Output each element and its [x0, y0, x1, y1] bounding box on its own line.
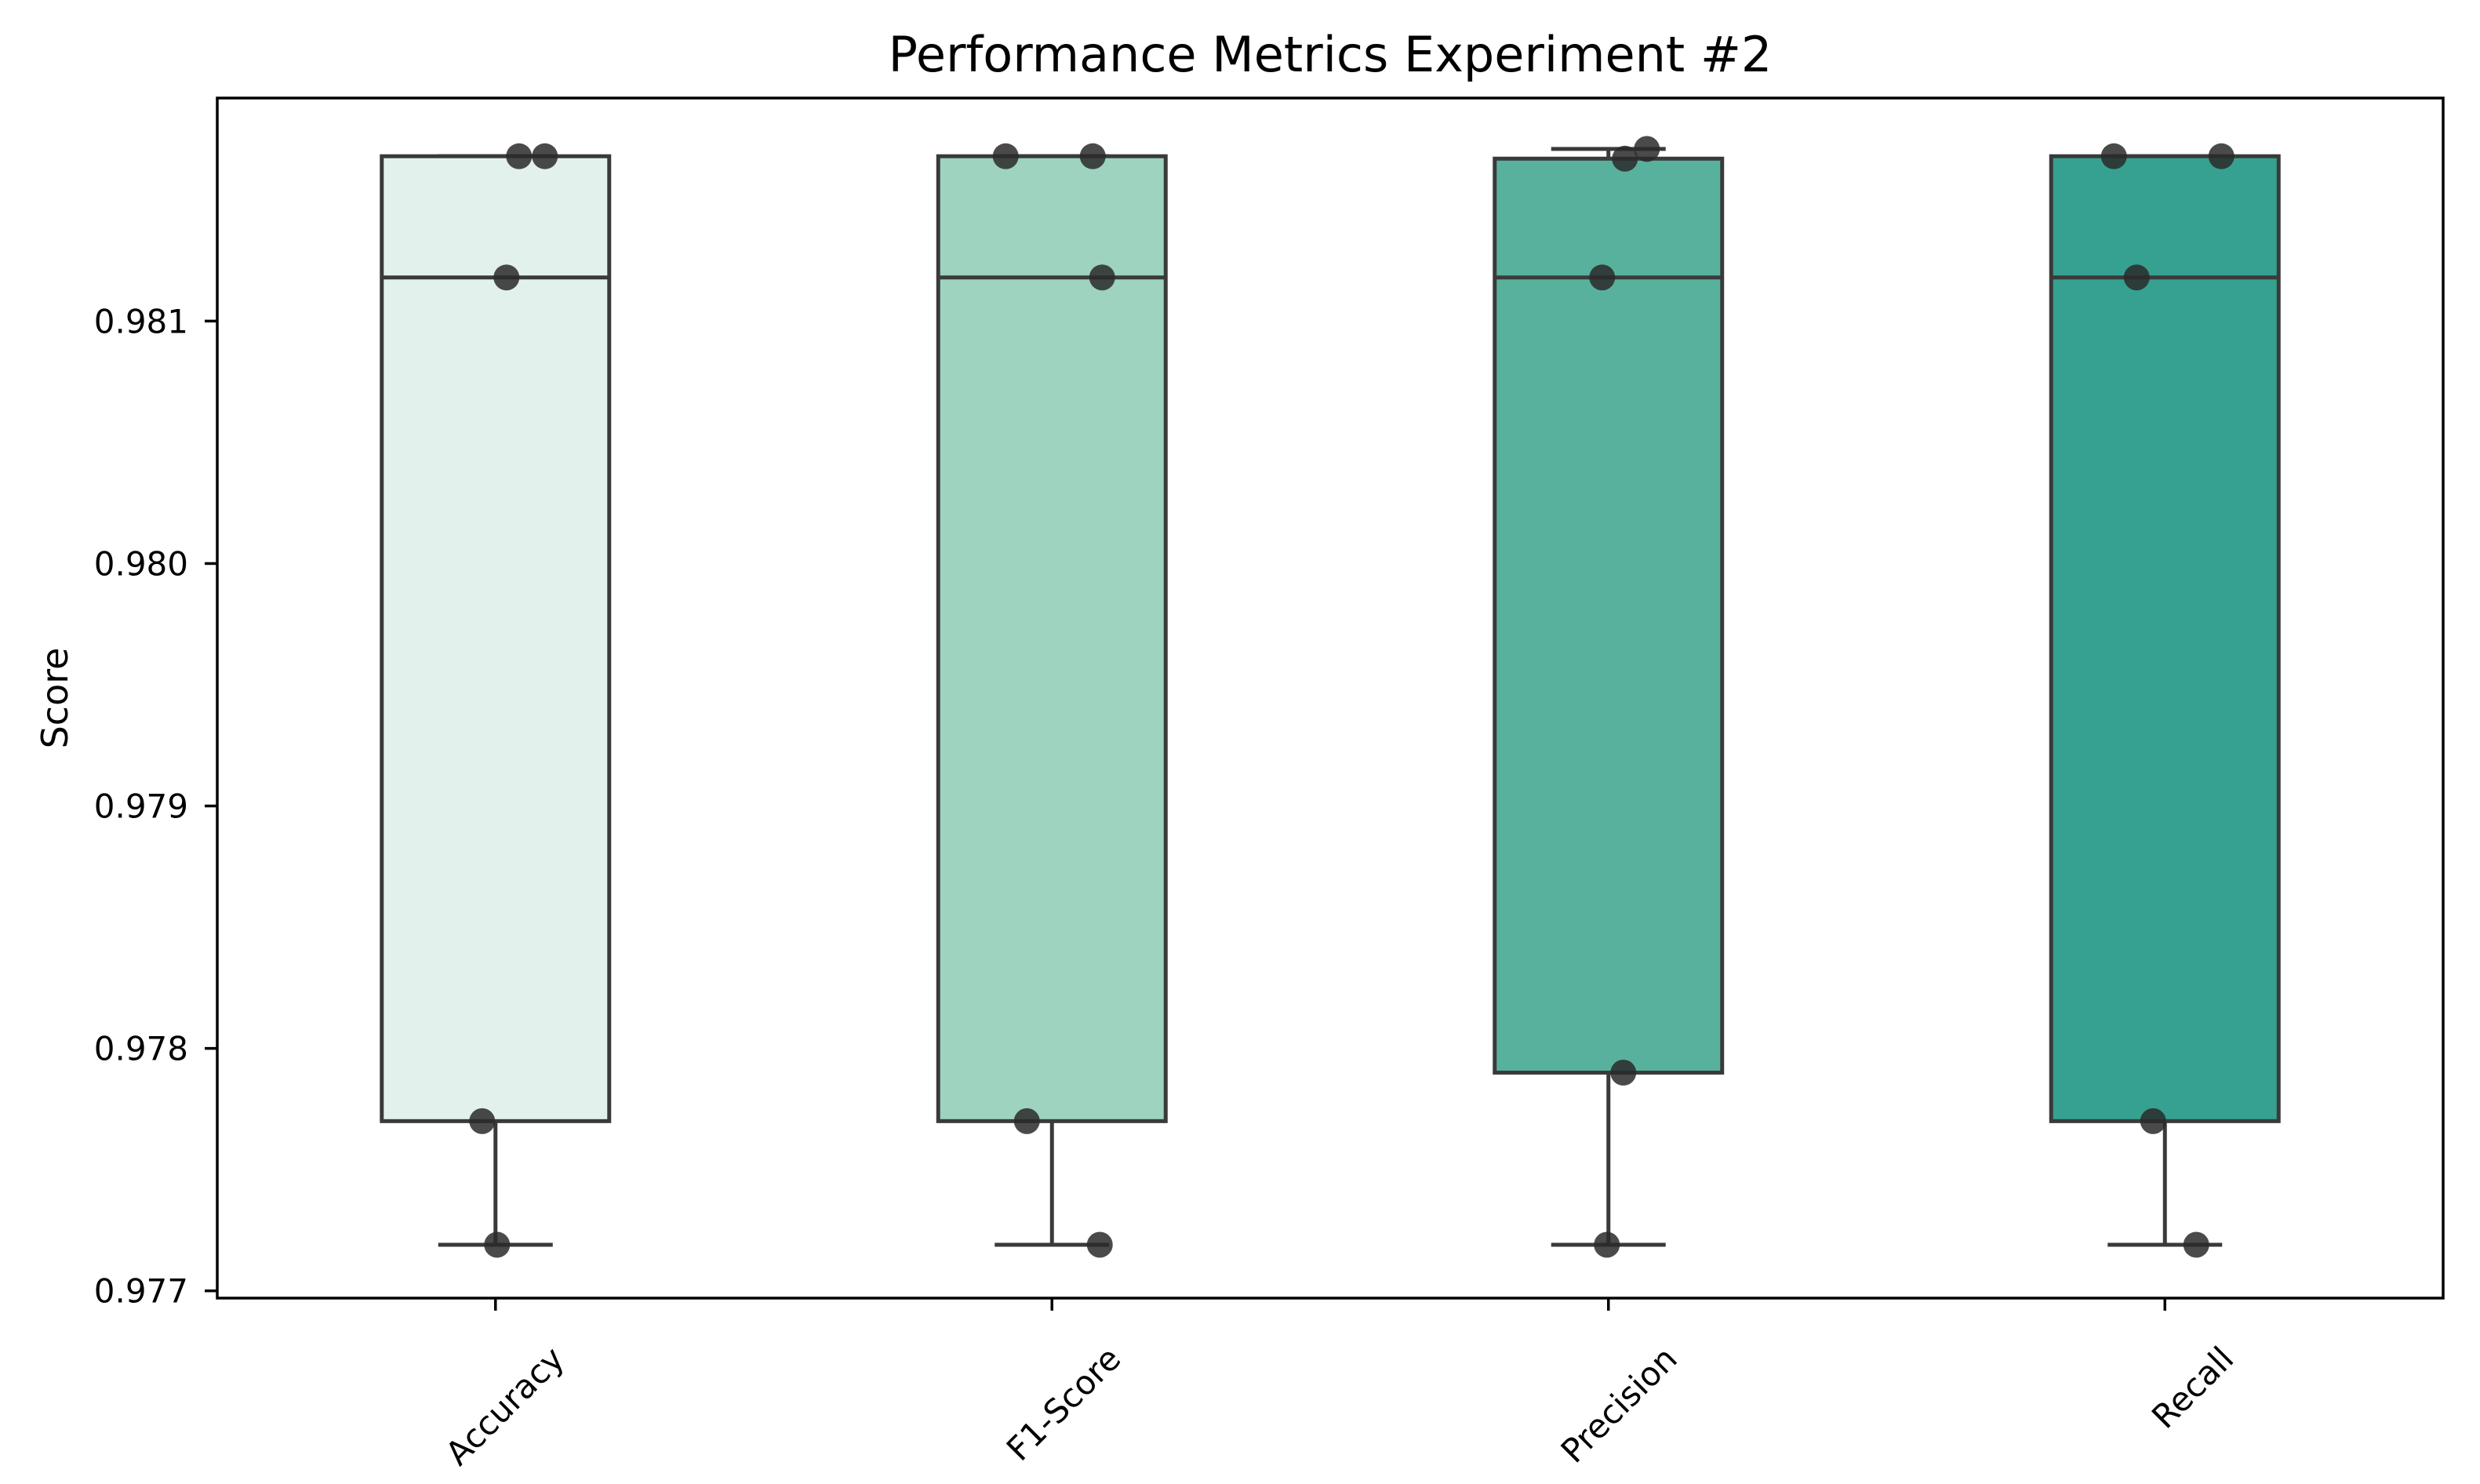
data-point-recall	[2140, 1108, 2166, 1134]
x-tick-label: Precision	[1554, 1339, 1685, 1470]
box-recall	[2049, 154, 2281, 1123]
data-point-precision	[1610, 1060, 1637, 1086]
data-point-precision	[1594, 1231, 1620, 1258]
data-point-accuracy	[469, 1108, 496, 1134]
data-point-recall	[2100, 143, 2127, 169]
y-tick-label: 0.979	[94, 787, 188, 826]
y-tick-label: 0.980	[94, 544, 188, 583]
data-point-accuracy	[532, 143, 558, 169]
data-point-precision	[1612, 145, 1638, 172]
box-f1-score	[936, 154, 1168, 1123]
chart-title: Performance Metrics Experiment #2	[888, 26, 1773, 83]
data-point-f1-score	[1086, 1231, 1113, 1258]
x-tick-label: Accuracy	[438, 1339, 572, 1472]
y-tick-label: 0.981	[94, 302, 188, 340]
data-point-recall	[2183, 1231, 2209, 1258]
data-point-f1-score	[992, 143, 1019, 169]
x-tick-label: Recall	[2144, 1339, 2241, 1435]
data-point-accuracy	[484, 1231, 511, 1258]
x-tick-label: F1-Score	[999, 1339, 1129, 1468]
y-tick-label: 0.977	[94, 1272, 188, 1311]
y-tick-label: 0.978	[94, 1030, 188, 1068]
data-point-recall	[2208, 143, 2235, 169]
data-point-f1-score	[1013, 1108, 1040, 1134]
data-point-accuracy	[493, 264, 520, 291]
data-point-accuracy	[506, 143, 533, 169]
data-point-recall	[2123, 264, 2150, 291]
axes-frame	[216, 96, 2445, 1300]
data-point-f1-score	[1079, 143, 1106, 169]
data-point-f1-score	[1089, 264, 1115, 291]
data-point-precision	[1634, 136, 1660, 162]
box-accuracy	[380, 154, 612, 1123]
data-point-precision	[1589, 264, 1616, 291]
box-precision	[1493, 156, 1725, 1075]
